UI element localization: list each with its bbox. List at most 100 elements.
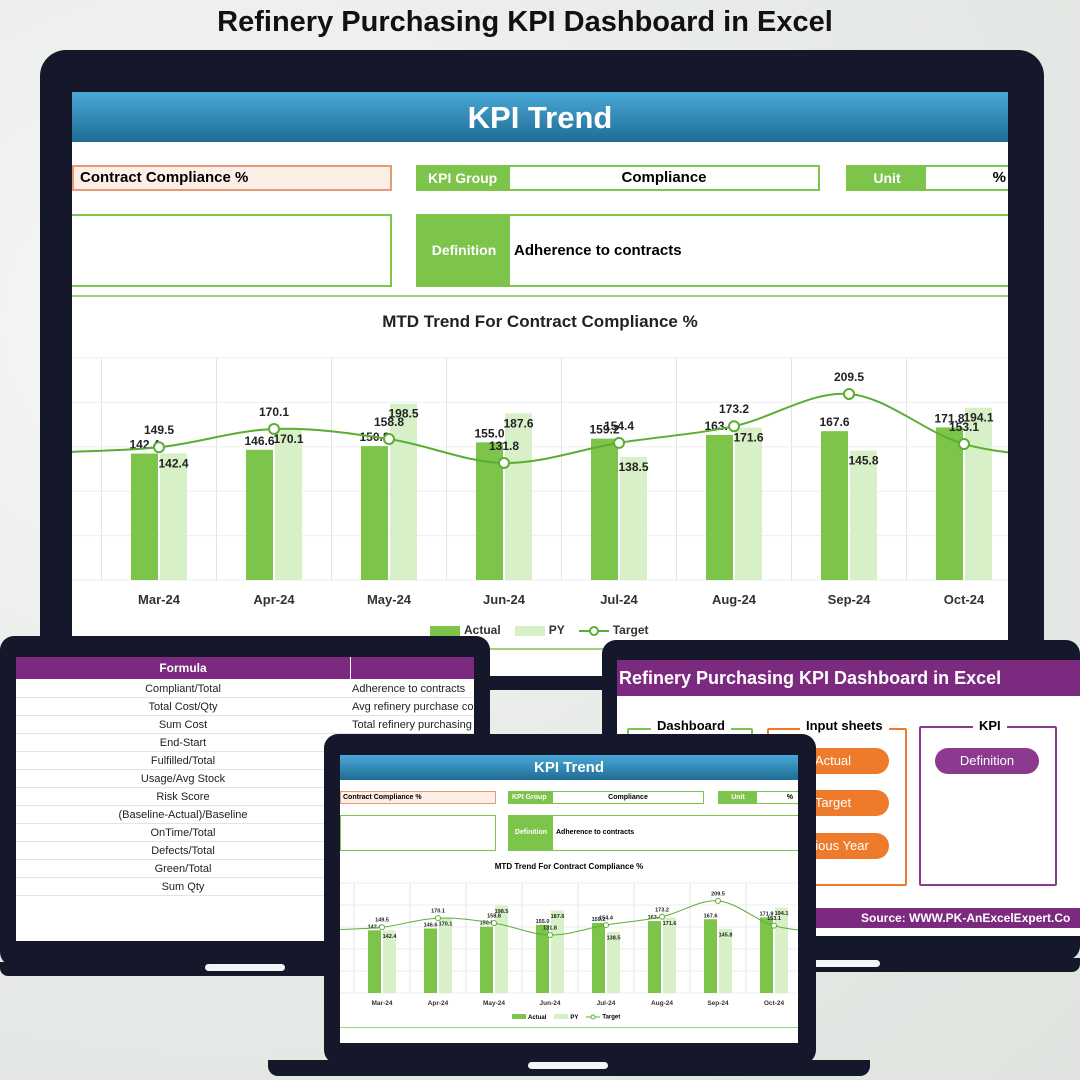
formula-cell: (Baseline-Actual)/Baseline bbox=[118, 809, 248, 821]
x-tick-label: May-24 bbox=[367, 592, 412, 607]
target-point bbox=[603, 922, 609, 929]
formula-row: Usage/Avg Stock bbox=[16, 770, 474, 788]
dashboard-title-bar: Refinery Purchasing KPI Dashboard in Exc… bbox=[617, 660, 1080, 696]
py-bar bbox=[439, 918, 452, 993]
x-tick-label: Apr-24 bbox=[428, 1000, 449, 1007]
formula-cell: Usage/Avg Stock bbox=[140, 773, 226, 785]
chart-title: MTD Trend For Contract Compliance % bbox=[382, 312, 698, 331]
definition-header bbox=[350, 657, 474, 679]
x-tick-label: Oct-24 bbox=[944, 592, 985, 607]
formula-row: End-Start bbox=[16, 734, 474, 752]
center-laptop-notch bbox=[528, 1062, 608, 1069]
py-data-label: 187.6 bbox=[503, 416, 533, 430]
py-bar bbox=[505, 413, 532, 580]
actual-bar bbox=[936, 427, 963, 580]
py-bar bbox=[663, 917, 676, 993]
formula-row: Green/Total bbox=[16, 860, 474, 878]
target-data-label: 153.1 bbox=[767, 916, 781, 922]
py-bar bbox=[390, 403, 417, 580]
actual-bar bbox=[648, 921, 661, 993]
py-bar bbox=[551, 910, 564, 993]
py-data-label: 198.5 bbox=[388, 407, 418, 421]
actual-data-label: 159.2 bbox=[589, 423, 619, 437]
center-laptop-screen: KPI Trend Contract Compliance % KPI Grou… bbox=[340, 755, 798, 1043]
small-chart-title: MTD Trend For Contract Compliance % bbox=[494, 862, 644, 871]
actual-bar bbox=[368, 930, 381, 993]
chart-bottom-rule bbox=[72, 648, 1008, 650]
definition-sheet-button[interactable]: Definition bbox=[935, 748, 1039, 774]
formula-row: Fulfilled/Total bbox=[16, 752, 474, 770]
x-tick-label: Mar-24 bbox=[138, 592, 181, 607]
actual-data-label: 167.6 bbox=[819, 415, 849, 429]
unit-value: % bbox=[992, 169, 1006, 186]
target-point bbox=[383, 432, 395, 445]
chart-top-rule bbox=[72, 295, 1008, 297]
actual-data-label: 150.8 bbox=[480, 921, 494, 927]
small-kpi-group-label: KPI Group bbox=[509, 792, 553, 803]
chart-legend: Actual PY Target bbox=[430, 623, 649, 637]
actual-bar bbox=[592, 922, 605, 993]
formula-row: Defects/Total bbox=[16, 842, 474, 860]
target-point bbox=[491, 920, 497, 927]
target-data-label: 170.1 bbox=[431, 909, 445, 915]
py-bar bbox=[495, 905, 508, 993]
py-data-label: 142.4 bbox=[158, 457, 188, 471]
x-tick-label: Jun-24 bbox=[540, 1000, 561, 1007]
formula-cell: OnTime/Total bbox=[150, 827, 216, 839]
formula-cell: Green/Total bbox=[154, 863, 212, 875]
input-sheets-label: Input sheets bbox=[800, 718, 889, 733]
target-point bbox=[435, 915, 441, 922]
actual-data-label: 159.2 bbox=[592, 917, 606, 923]
py-bar bbox=[775, 907, 788, 993]
kpi-empty-box bbox=[72, 214, 392, 287]
x-tick-label: Sep-24 bbox=[707, 1000, 729, 1007]
target-data-label: 131.8 bbox=[543, 926, 557, 932]
target-point bbox=[771, 922, 777, 929]
main-monitor-screen: KPI Trend Contract Compliance % KPI Grou… bbox=[72, 92, 1008, 676]
target-point bbox=[547, 932, 553, 939]
py-data-label: 170.1 bbox=[439, 922, 453, 928]
page-title: Refinery Purchasing KPI Dashboard in Exc… bbox=[217, 6, 833, 38]
dashboard-section-label: Dashboard bbox=[651, 718, 731, 733]
py-bar bbox=[735, 427, 762, 580]
formula-row: Sum Cost Total refinery purchasing sp bbox=[16, 716, 474, 734]
py-data-label: 194.1 bbox=[963, 411, 993, 425]
actual-data-label: 155.0 bbox=[474, 426, 504, 440]
py-bar bbox=[275, 428, 302, 580]
actual-bar bbox=[246, 449, 273, 580]
small-kpi-name[interactable]: Contract Compliance % bbox=[340, 791, 496, 804]
formula-cell: Risk Score bbox=[156, 791, 210, 803]
target-data-label: 158.8 bbox=[487, 914, 501, 920]
py-bar bbox=[383, 930, 396, 993]
py-data-label: 194.1 bbox=[775, 911, 789, 917]
left-laptop-notch bbox=[205, 964, 285, 971]
small-legend-py: PY bbox=[554, 1014, 578, 1021]
small-kpi-banner: KPI Trend bbox=[340, 755, 798, 780]
target-data-label: 170.1 bbox=[259, 405, 289, 419]
py-data-label: 198.5 bbox=[495, 909, 509, 915]
actual-bar bbox=[131, 453, 158, 580]
target-data-label: 209.5 bbox=[834, 370, 864, 384]
actual-data-label: 155.0 bbox=[536, 919, 550, 925]
target-data-label: 173.2 bbox=[719, 402, 749, 416]
target-data-label: 173.2 bbox=[655, 907, 669, 913]
py-data-label: 145.8 bbox=[719, 932, 733, 938]
small-definition: Definition Adherence to contracts bbox=[508, 815, 798, 851]
py-data-label: 142.4 bbox=[383, 934, 398, 940]
kpi-section-label: KPI bbox=[973, 718, 1007, 733]
x-tick-label: Mar-24 bbox=[372, 1000, 393, 1007]
formula-cell: Fulfilled/Total bbox=[150, 755, 216, 767]
kpi-name-selector[interactable]: Contract Compliance % bbox=[72, 165, 392, 191]
actual-data-label: 167.6 bbox=[704, 913, 718, 919]
kpi-trend-banner: KPI Trend bbox=[72, 92, 1008, 142]
formula-row: OnTime/Total bbox=[16, 824, 474, 842]
py-data-label: 171.6 bbox=[733, 431, 763, 445]
target-data-label: 149.5 bbox=[375, 918, 389, 924]
small-kpi-group-value: Compliance bbox=[608, 794, 648, 801]
actual-data-label: 171.8 bbox=[934, 411, 964, 425]
formula-row: Compliant/Total Adherence to contracts bbox=[16, 680, 474, 698]
py-bar bbox=[719, 928, 732, 993]
formula-cell: End-Start bbox=[159, 737, 207, 749]
target-point bbox=[379, 924, 385, 931]
